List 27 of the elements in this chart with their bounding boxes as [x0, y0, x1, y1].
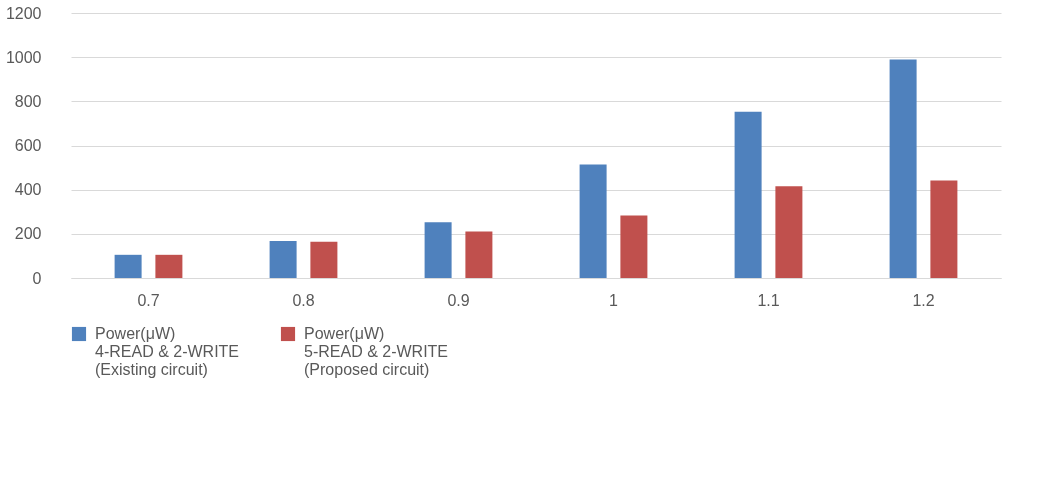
y-tick-label: 600: [14, 137, 42, 154]
y-tick-label: 1000: [5, 48, 42, 66]
y-tick-label: 1200: [5, 4, 42, 22]
y-tick-label: 800: [14, 92, 42, 110]
x-tick-label: 0.8: [292, 291, 315, 309]
bar: [424, 222, 452, 278]
bar: [734, 111, 762, 278]
bar: [269, 240, 297, 278]
y-tick-label: 400: [14, 181, 42, 199]
bar: [775, 186, 803, 278]
bar: [620, 215, 648, 278]
bar: [889, 59, 917, 278]
bar: [114, 254, 142, 278]
y-tick-label: 0: [32, 269, 42, 287]
x-tick-label: 1: [609, 291, 619, 309]
x-tick-label: 1.1: [757, 291, 780, 309]
bar: [465, 231, 493, 278]
x-tick-label: 0.7: [137, 291, 160, 309]
x-tick-label: 1.2: [912, 291, 935, 309]
bar: [310, 241, 338, 278]
bar: [930, 180, 958, 278]
bar: [155, 254, 183, 278]
y-tick-label: 200: [14, 225, 42, 243]
x-tick-label: 0.9: [447, 291, 470, 309]
legend-label: Power(μW) 4-READ & 2-WRITE (Existing circuit): [95, 325, 240, 378]
bar: [579, 164, 607, 278]
legend-label: Power(μW) 5-READ & 2-WRITE (Proposed circuit): [304, 325, 449, 378]
